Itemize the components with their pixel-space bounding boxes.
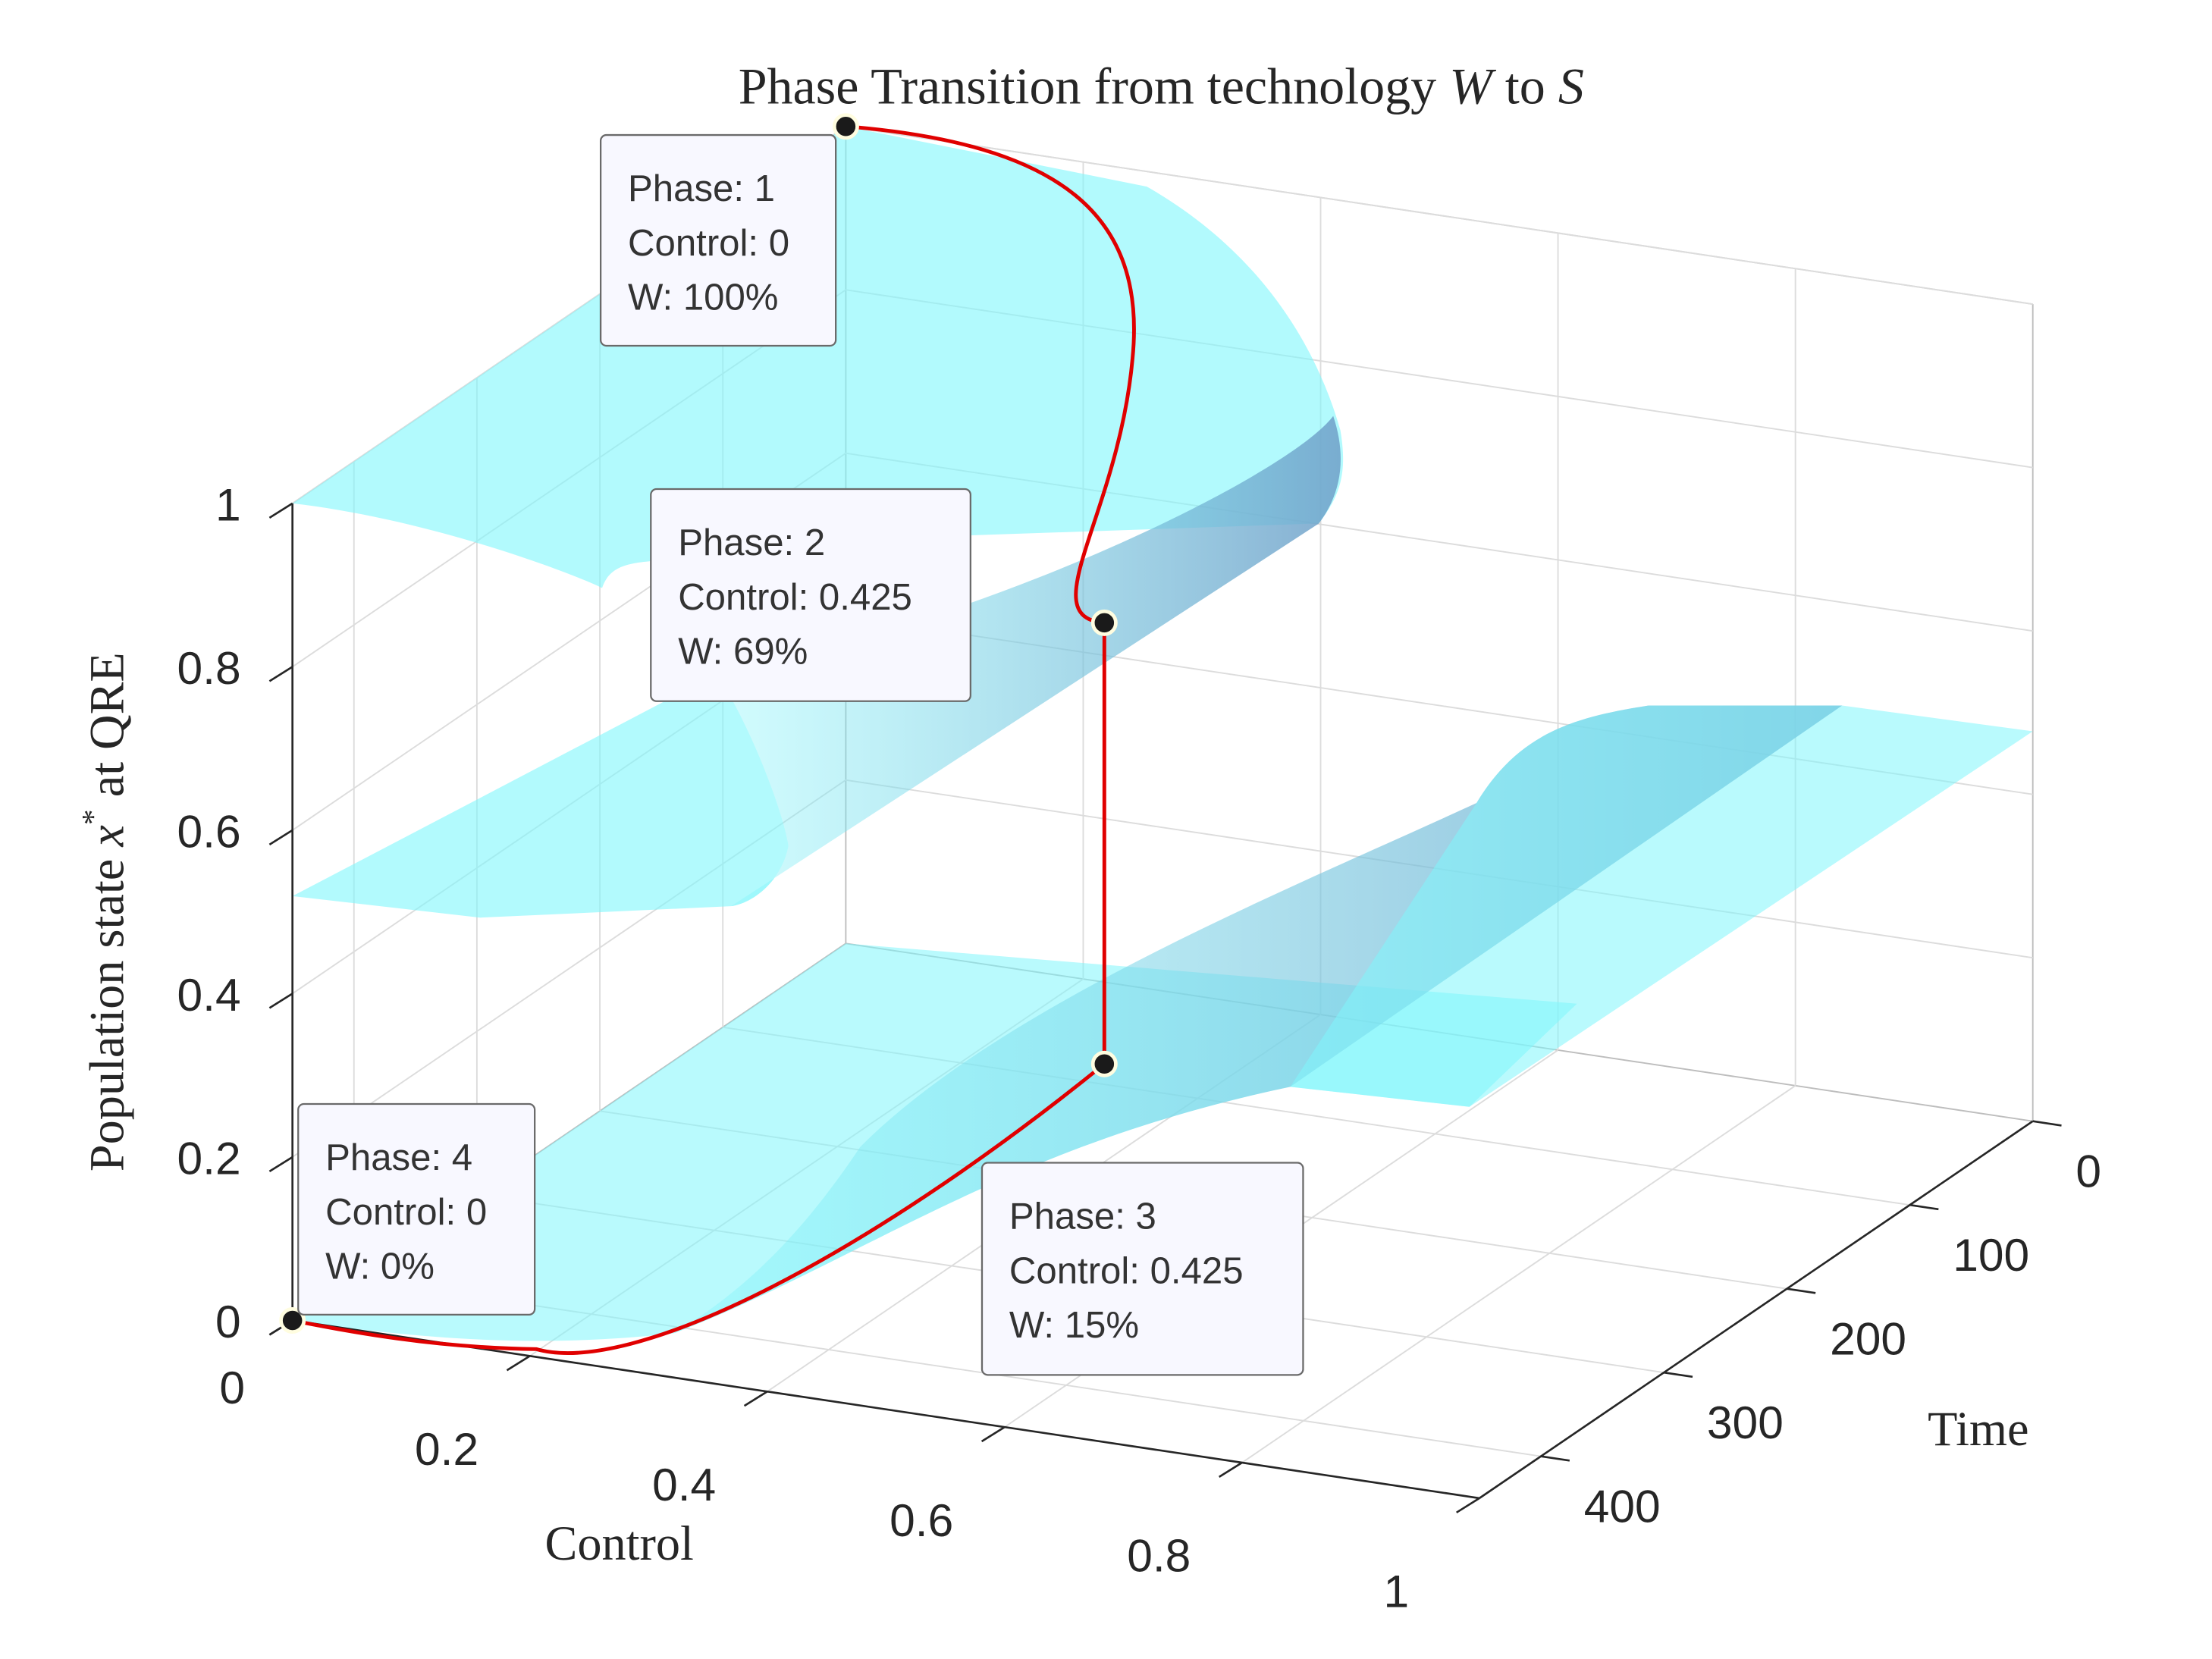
datatip-line: Phase: 2	[678, 522, 825, 563]
y-tick-mark	[1787, 1287, 1816, 1294]
datatip-phase-3: Phase: 3 Control: 0.425 W: 15%	[980, 1162, 1304, 1376]
qre-surface	[292, 126, 2033, 1341]
phase-points	[279, 113, 1118, 1334]
x-tick-mark	[1456, 1497, 1480, 1513]
datatip-box	[980, 1162, 1304, 1376]
x-axis-line	[292, 1319, 1480, 1500]
x-axis-label: Control	[544, 1516, 693, 1570]
x-tick-mark	[1218, 1461, 1243, 1479]
y-tick-label: 0	[2076, 1146, 2101, 1197]
z-tick-label: 0.4	[177, 969, 241, 1021]
datatip-phase-4: Phase: 4 Control: 0 W: 0%	[297, 1102, 536, 1316]
x-tick-label: 1	[1384, 1566, 1410, 1617]
z-tick-mark	[268, 666, 293, 682]
phase-point-2[interactable]	[1090, 609, 1118, 636]
z-tick-label: 0.8	[177, 642, 241, 694]
x-tick-label: 0	[219, 1362, 245, 1413]
z-tick-mark	[268, 502, 293, 519]
datatip-box	[297, 1102, 536, 1316]
datatip-line: Phase: 1	[628, 168, 775, 209]
z-tick-label: 1	[215, 479, 241, 531]
surface-top-right-sheet	[1290, 705, 2033, 1107]
x-tick-label: 0.4	[652, 1459, 716, 1510]
y-tick-mark	[1540, 1455, 1570, 1462]
tick-labels: 0 0.2 0.4 0.6 0.8 1 0 0.2 0.4 0.6 0.8 1 0 100 200 300 40…	[177, 479, 2102, 1617]
datatip-line: Phase: 4	[325, 1137, 472, 1178]
surface-upper-sheet	[292, 126, 1344, 588]
datatip-line: W: 0%	[325, 1247, 435, 1287]
datatip-line: Control: 0.425	[678, 577, 912, 618]
z-tick-mark	[268, 1156, 293, 1173]
x-tick-label: 0.2	[415, 1423, 478, 1475]
y-tick-label: 300	[1707, 1397, 1784, 1448]
y-tick-label: 200	[1830, 1313, 1906, 1365]
z-tick-label: 0.6	[177, 806, 241, 858]
phase-point-1[interactable]	[832, 113, 859, 140]
grid-line-floor-x	[1241, 1085, 1796, 1463]
datatip-line: Control: 0	[628, 223, 789, 264]
x-tick-mark	[506, 1355, 531, 1372]
y-tick-mark	[2032, 1120, 2062, 1127]
y-tick-label: 100	[1953, 1229, 2029, 1281]
x-tick-mark	[743, 1391, 768, 1407]
chart-title: Phase Transition from technology W to S	[739, 57, 1584, 114]
x-tick-label: 0.6	[890, 1494, 953, 1546]
datatip-line: W: 100%	[628, 278, 778, 318]
z-axis-label: Population state x* at QRE	[75, 652, 133, 1171]
y-axis-label: Time	[1928, 1402, 2028, 1456]
y-tick-mark	[1664, 1371, 1693, 1378]
datatip-line: Phase: 3	[1009, 1196, 1156, 1237]
x-tick-mark	[980, 1426, 1006, 1443]
datatips: Phase: 1 Control: 0 W: 100% Phase: 2 Control…	[297, 133, 1304, 1376]
datatip-line: Control: 0	[325, 1192, 487, 1233]
phase-point-3[interactable]	[1090, 1050, 1118, 1077]
y-tick-label: 400	[1584, 1481, 1661, 1532]
datatip-phase-2: Phase: 2 Control: 0.425 W: 69%	[650, 488, 971, 702]
datatip-phase-1: Phase: 1 Control: 0 W: 100%	[599, 133, 837, 347]
datatip-box	[599, 133, 837, 347]
y-axis-line	[1479, 1120, 2034, 1499]
datatip-line: Control: 0.425	[1009, 1250, 1244, 1291]
z-tick-mark	[268, 993, 293, 1009]
datatip-line: W: 69%	[678, 632, 808, 673]
surface-middle-sheet	[292, 673, 789, 918]
datatip-line: W: 15%	[1009, 1305, 1139, 1346]
axes	[291, 503, 2034, 1500]
datatip-box	[650, 488, 971, 702]
x-tick-label: 0.8	[1127, 1530, 1191, 1582]
z-tick-label: 0	[215, 1296, 241, 1347]
surface-fold-upper	[717, 416, 1341, 907]
y-tick-mark	[1909, 1203, 1939, 1211]
z-tick-label: 0.2	[177, 1133, 241, 1184]
phase-point-4[interactable]	[279, 1307, 306, 1334]
z-tick-mark	[268, 829, 293, 845]
